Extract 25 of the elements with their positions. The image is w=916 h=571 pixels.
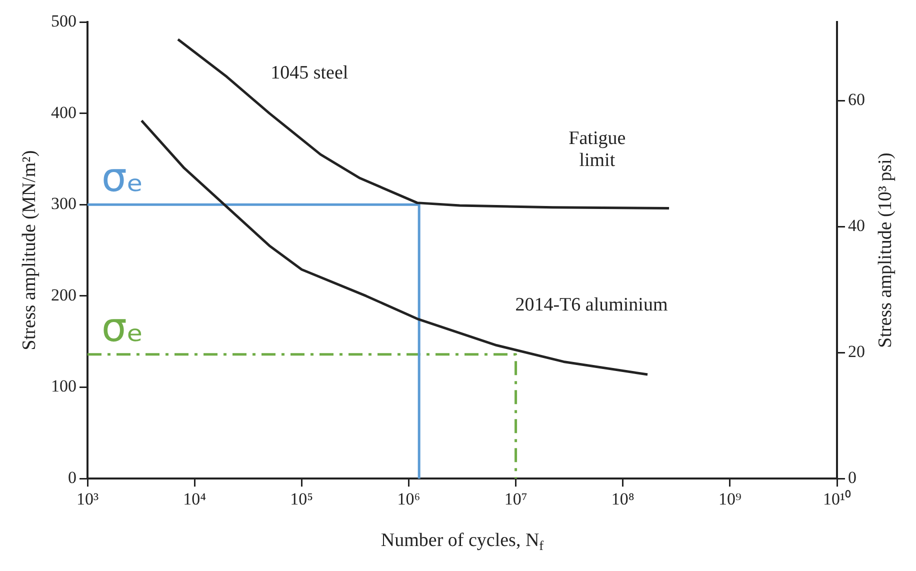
series-label: 1045 steel	[270, 62, 348, 84]
annotation: Fatigue limit	[568, 128, 626, 171]
x-tick-label: 10¹⁰	[822, 489, 852, 508]
y2-tick-label: 20	[848, 342, 865, 362]
y2-tick-label: 0	[848, 468, 856, 488]
x-tick-label: 10⁴	[183, 489, 206, 508]
y-tick-label: 100	[51, 376, 76, 396]
y-tick-label: 500	[51, 11, 76, 30]
series-label: σₑ	[102, 155, 144, 202]
x-tick-label: 10⁹	[718, 489, 742, 508]
x-tick-label: 10⁸	[611, 489, 634, 508]
x-tick-label: 10⁷	[504, 489, 528, 508]
series-label: σₑ	[102, 304, 144, 351]
y-tick-label: 0	[68, 468, 76, 488]
y-tick-label: 400	[51, 102, 76, 122]
y-axis-title: Stress amplitude (MN/m²)	[18, 150, 40, 350]
x-tick-label: 10⁵	[290, 489, 314, 508]
y2-tick-label: 40	[848, 216, 865, 236]
y2-axis-title: Stress amplitude (10³ psi)	[874, 152, 896, 348]
x-tick-label: 10⁶	[397, 489, 420, 508]
series-label: 2014-T6 aluminium	[515, 294, 668, 316]
x-tick-label: 10³	[76, 489, 99, 508]
y2-tick-label: 60	[848, 90, 865, 110]
y-tick-label: 300	[51, 194, 76, 214]
y-tick-label: 200	[51, 285, 76, 304]
